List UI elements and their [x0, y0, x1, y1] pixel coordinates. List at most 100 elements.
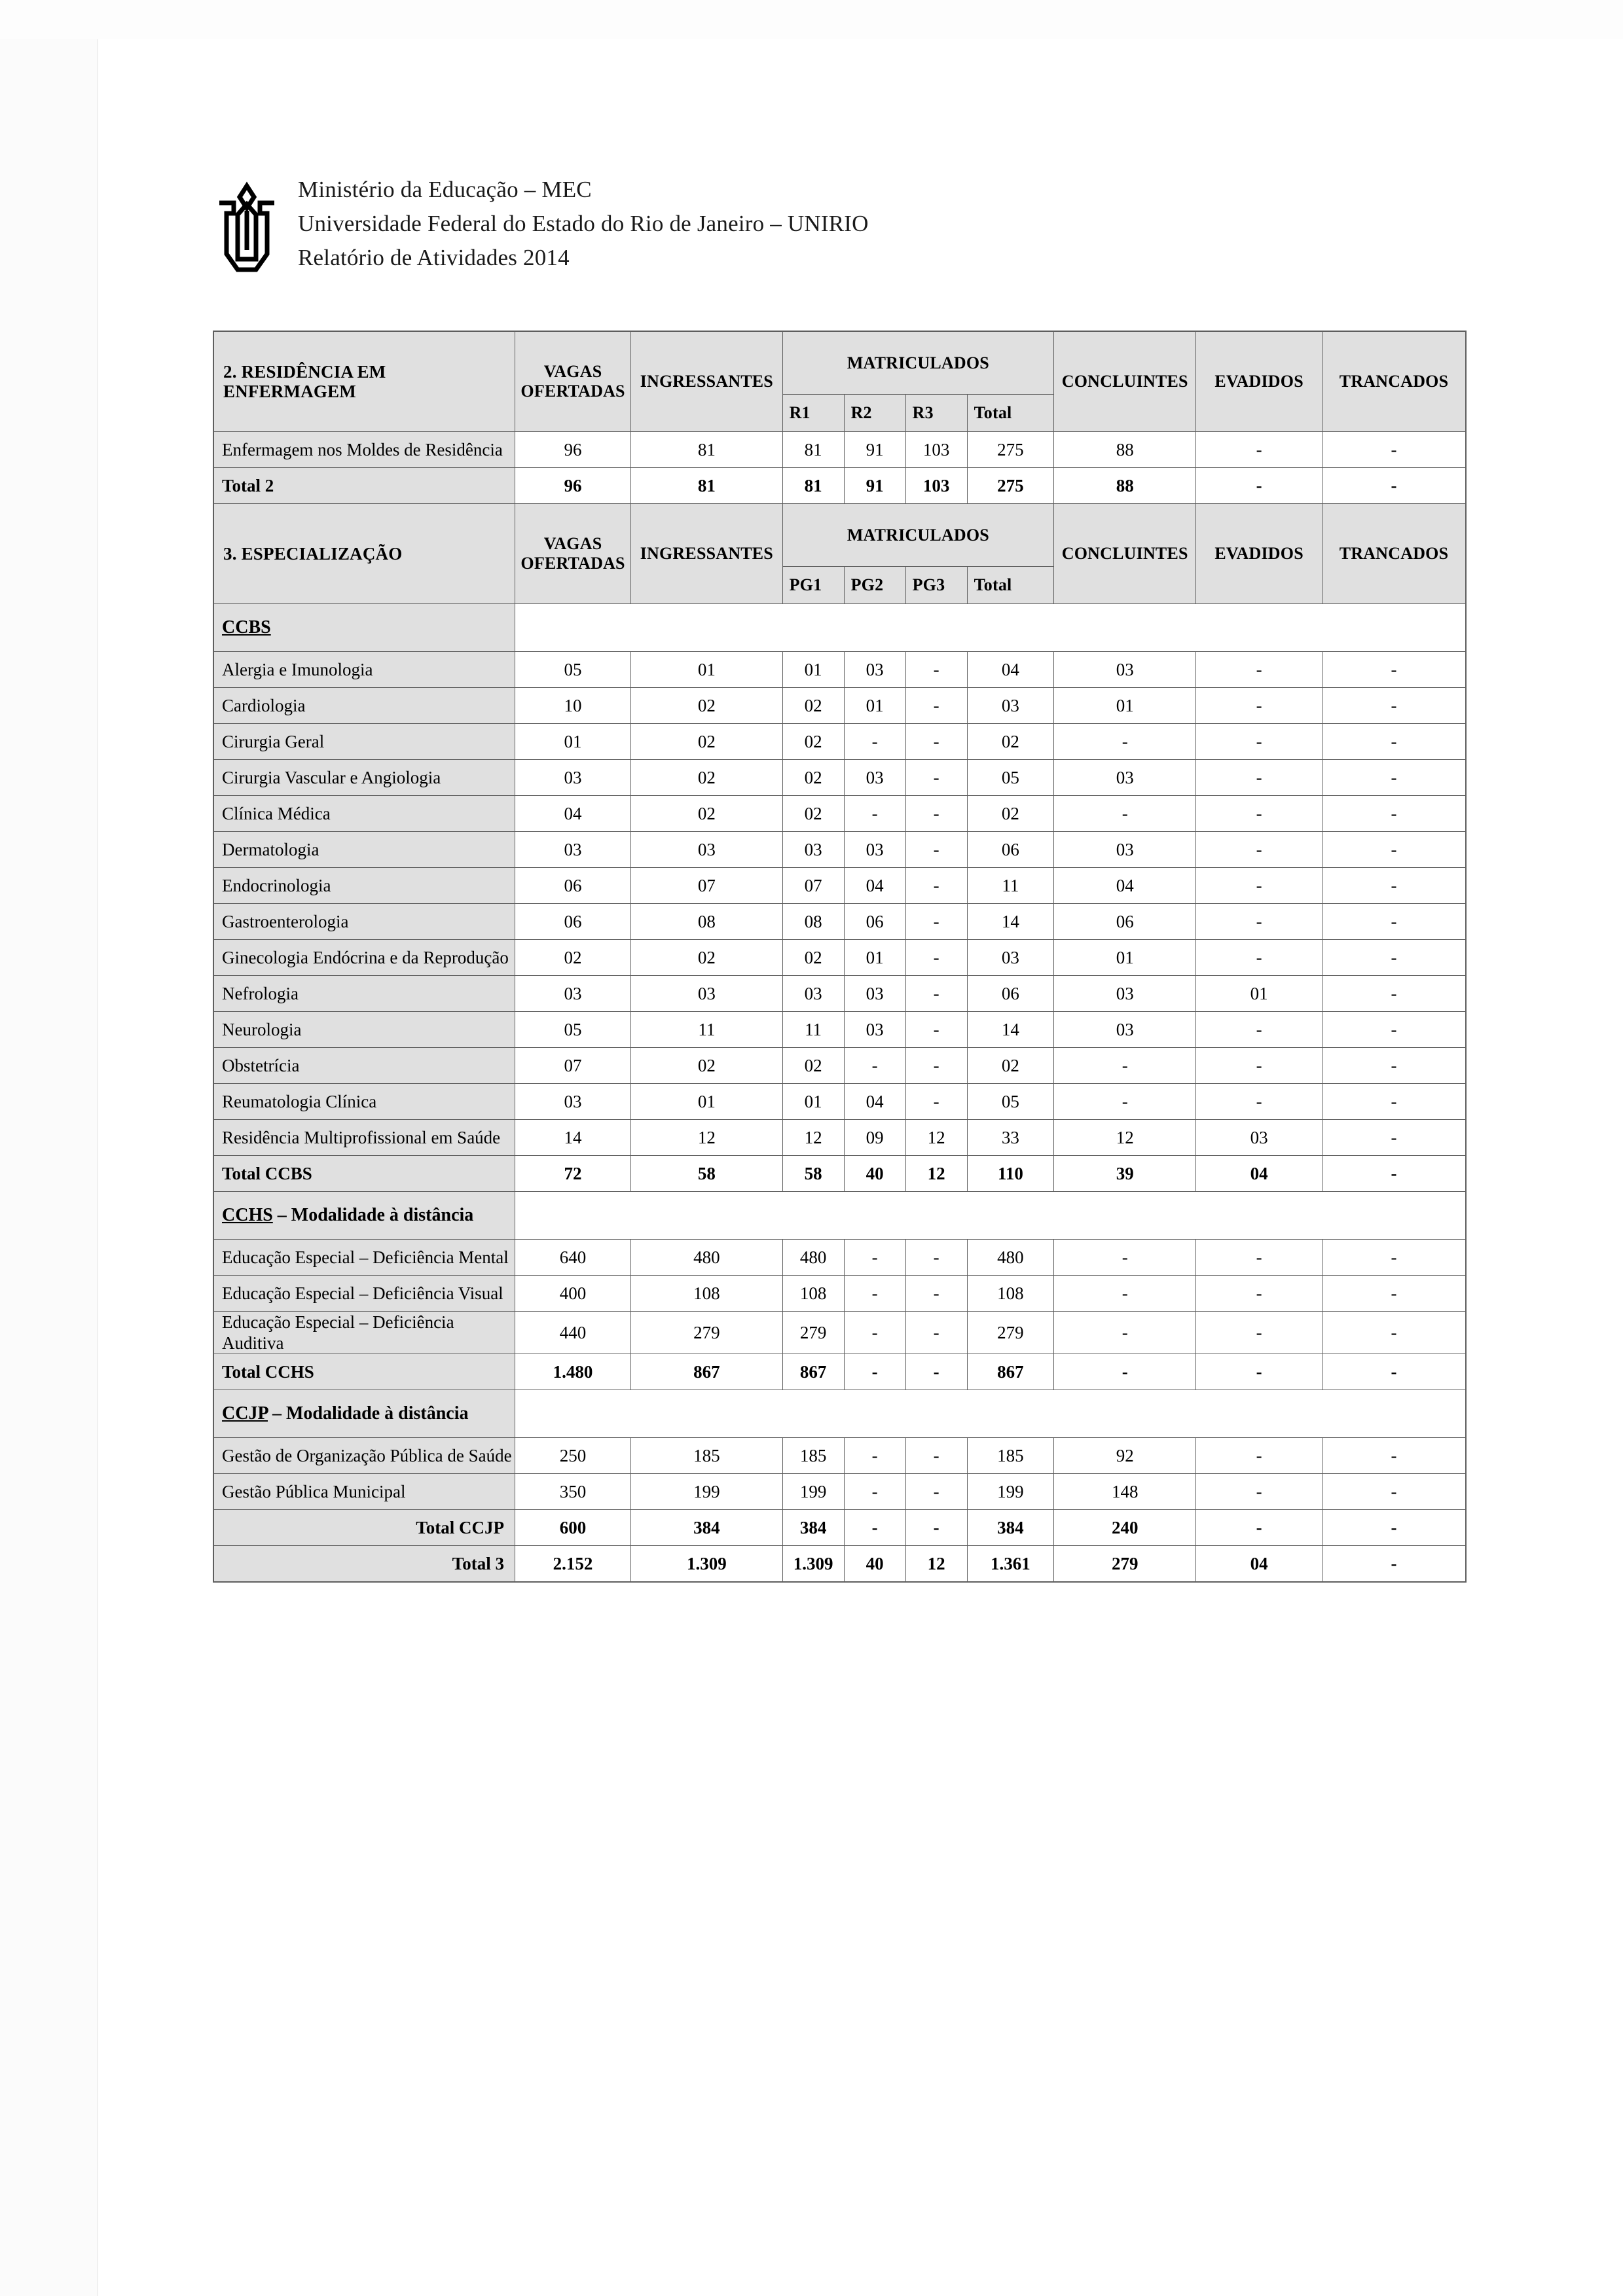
- cell-trancados: -: [1322, 1275, 1467, 1312]
- cell-sub1: 02: [782, 939, 845, 976]
- cell-sub3: 12: [905, 1155, 968, 1192]
- cell-ingressantes: 384: [630, 1509, 783, 1546]
- cell-subtotal: 11: [966, 867, 1055, 904]
- cell-vagas: 03: [514, 975, 632, 1012]
- column-header-trancados: TRANCADOS: [1322, 503, 1467, 604]
- scan-edge-top: [0, 0, 1623, 39]
- cell-trancados: -: [1322, 1311, 1467, 1354]
- cell-trancados: -: [1322, 1047, 1467, 1084]
- cell-concluintes: 03: [1053, 759, 1197, 796]
- cell-sub3: 103: [905, 467, 968, 504]
- cell-concluintes: 03: [1053, 831, 1197, 868]
- cell-vagas: 2.152: [514, 1545, 632, 1583]
- cell-evadidos: -: [1195, 903, 1323, 940]
- cell-sub3: -: [905, 795, 968, 832]
- cell-sub2: -: [843, 723, 906, 760]
- cell-ingressantes: 02: [630, 795, 783, 832]
- cell-ingressantes: 02: [630, 723, 783, 760]
- cell-sub2: -: [843, 1275, 906, 1312]
- row-label-cell: Total CCHS: [213, 1354, 515, 1390]
- cell-sub1: 199: [782, 1473, 845, 1510]
- column-header-matriculados: MATRICULADOS: [782, 503, 1055, 567]
- row-label-cell: Clínica Médica: [213, 795, 515, 832]
- cell-ingressantes: 08: [630, 903, 783, 940]
- cell-evadidos: 04: [1195, 1155, 1323, 1192]
- cell-concluintes: 240: [1053, 1509, 1197, 1546]
- section-label-cell: CCJP – Modalidade à distância: [213, 1390, 515, 1438]
- section-label-rest: – Modalidade à distância: [268, 1403, 469, 1424]
- cell-subtotal: 33: [966, 1119, 1055, 1156]
- table-row: Gestão de Organização Pública de Saúde 25…: [213, 1437, 1467, 1474]
- cell-trancados: -: [1322, 687, 1467, 724]
- cell-sub1: 02: [782, 1047, 845, 1084]
- cell-trancados: -: [1322, 723, 1467, 760]
- section-label-cell: CCHS – Modalidade à distância: [213, 1191, 515, 1240]
- cell-sub2: 03: [843, 1011, 906, 1048]
- cell-subtotal: 185: [966, 1437, 1055, 1474]
- cell-subtotal: 02: [966, 1047, 1055, 1084]
- cell-subtotal: 02: [966, 795, 1055, 832]
- cell-ingressantes: 02: [630, 1047, 783, 1084]
- section-empty-cell: [514, 1390, 1467, 1438]
- cell-ingressantes: 81: [630, 431, 783, 468]
- cell-subtotal: 867: [966, 1354, 1055, 1390]
- vagas-line-2: OFERTADAS: [520, 554, 625, 573]
- cell-sub3: -: [905, 903, 968, 940]
- table-subheader-row: PG1 PG2 PG3 Total: [213, 566, 1466, 604]
- cell-concluintes: -: [1053, 1047, 1197, 1084]
- cell-ingressantes: 02: [630, 687, 783, 724]
- cell-concluintes: 92: [1053, 1437, 1197, 1474]
- cell-vagas: 10: [514, 687, 632, 724]
- cell-trancados: -: [1322, 1119, 1467, 1156]
- cell-sub2: -: [843, 1473, 906, 1510]
- section-label-rest: – Modalidade à distância: [272, 1205, 474, 1225]
- section-label-code: CCHS: [222, 1205, 273, 1225]
- cell-sub3: -: [905, 1311, 968, 1354]
- cell-sub2: 91: [843, 431, 906, 468]
- table-row: Total 2 96 81 81 91 103 275 88- -: [213, 467, 1467, 504]
- cell-sub2: -: [843, 795, 906, 832]
- cell-evadidos: -: [1195, 1011, 1323, 1048]
- cell-vagas: 06: [514, 903, 632, 940]
- row-label-cell: Gestão Pública Municipal: [213, 1473, 515, 1510]
- cell-sub2: 09: [843, 1119, 906, 1156]
- cell-ingressantes: 58: [630, 1155, 783, 1192]
- cell-trancados: -: [1322, 1509, 1467, 1546]
- row-label-cell: Enfermagem nos Moldes de Residência: [213, 431, 515, 468]
- row-label-cell: Cirurgia Geral: [213, 723, 515, 760]
- cell-vagas: 05: [514, 1011, 632, 1048]
- cell-sub1: 279: [782, 1311, 845, 1354]
- header-line-ministry: Ministério da Educação – MEC: [298, 177, 592, 202]
- cell-evadidos: -: [1195, 831, 1323, 868]
- table-row: Total CCJP 600 384 384- -384 240- -: [213, 1509, 1467, 1546]
- header-line-report: Relatório de Atividades 2014: [298, 245, 570, 270]
- cell-subtotal: 108: [966, 1275, 1055, 1312]
- cell-subtotal: 14: [966, 903, 1055, 940]
- cell-ingressantes: 867: [630, 1354, 783, 1390]
- cell-ingressantes: 199: [630, 1473, 783, 1510]
- cell-evadidos: -: [1195, 1275, 1323, 1312]
- cell-evadidos: -: [1195, 759, 1323, 796]
- cell-subtotal: 279: [966, 1311, 1055, 1354]
- cell-sub1: 02: [782, 795, 845, 832]
- row-label-cell: Gastroenterologia: [213, 903, 515, 940]
- cell-sub3: -: [905, 1047, 968, 1084]
- cell-sub2: 01: [843, 687, 906, 724]
- cell-trancados: -: [1322, 1083, 1467, 1120]
- cell-evadidos: 01: [1195, 975, 1323, 1012]
- cell-subtotal: 04: [966, 651, 1055, 688]
- cell-ingressantes: 279: [630, 1311, 783, 1354]
- cell-subtotal: 05: [966, 1083, 1055, 1120]
- header-line-university: Universidade Federal do Estado do Rio de…: [298, 211, 869, 236]
- table-row: Educação Especial – Deficiência Mental 64…: [213, 1239, 1467, 1276]
- cell-sub2: 03: [843, 831, 906, 868]
- cell-sub3: -: [905, 651, 968, 688]
- table-row: Educação Especial – Deficiência Visual 40…: [213, 1275, 1467, 1312]
- cell-ingressantes: 185: [630, 1437, 783, 1474]
- cell-sub1: 12: [782, 1119, 845, 1156]
- table-row: Obstetrícia 07 02 02- -02- - -: [213, 1047, 1467, 1084]
- row-label-cell: Total CCBS: [213, 1155, 515, 1192]
- cell-sub1: 81: [782, 467, 845, 504]
- cell-ingressantes: 01: [630, 1083, 783, 1120]
- table-subheader-row: R1 R2 R3 Total: [213, 394, 1466, 432]
